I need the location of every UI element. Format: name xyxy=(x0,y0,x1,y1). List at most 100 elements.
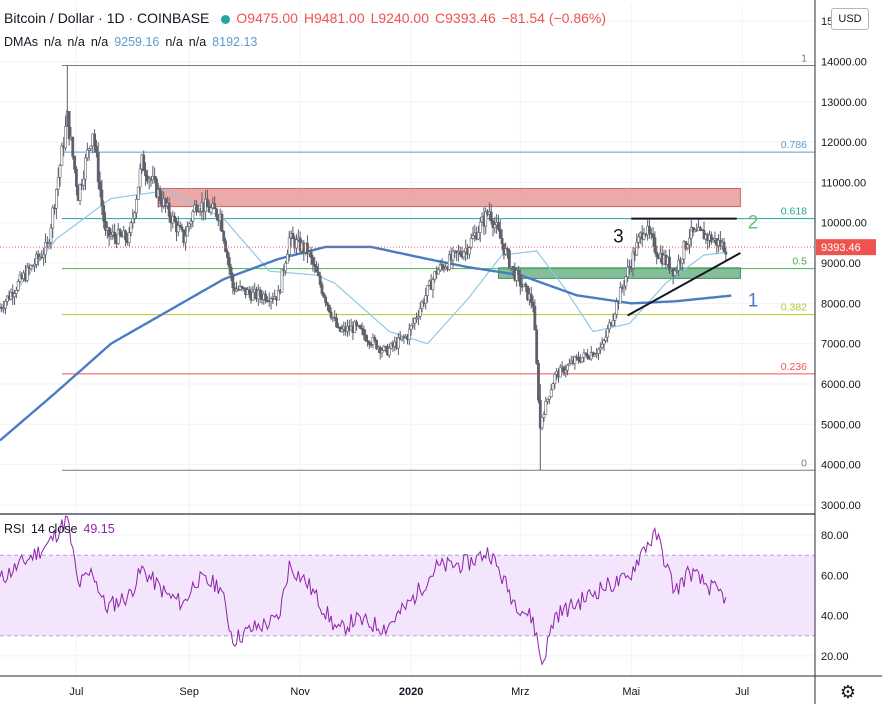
candle-up xyxy=(564,369,568,374)
currency-button[interactable]: USD xyxy=(831,8,869,30)
candle-down xyxy=(291,232,295,240)
candle-down xyxy=(142,154,146,171)
candle-up xyxy=(382,345,386,351)
trendline-drawings[interactable]: 1 2 3 xyxy=(613,213,759,317)
rsi-tick-label: 20.00 xyxy=(821,651,849,663)
rsi-label: RSI xyxy=(4,522,25,536)
candle-down xyxy=(271,298,275,300)
candle-down xyxy=(102,205,106,222)
candle-down xyxy=(369,344,373,346)
gear-icon[interactable]: ⚙ xyxy=(839,682,857,702)
candle-up xyxy=(34,253,38,265)
candlestick-series xyxy=(0,65,728,471)
candle-up xyxy=(198,210,202,213)
candle-up xyxy=(47,242,51,244)
candle-up xyxy=(686,244,690,249)
candle-down xyxy=(100,189,104,206)
candle-down xyxy=(222,231,226,242)
candle-up xyxy=(544,400,548,415)
candle-down xyxy=(144,170,147,177)
time-tick-label: 2020 xyxy=(399,686,423,698)
rsi-legend[interactable]: RSI 14 close 49.15 xyxy=(4,522,121,536)
candle-down xyxy=(315,266,318,273)
candle-up xyxy=(431,279,435,291)
candle-down xyxy=(537,363,540,401)
candle-down xyxy=(73,156,76,170)
symbol-title[interactable]: Bitcoin / Dollar · 1D · COINBASE xyxy=(4,10,210,26)
candle-up xyxy=(677,259,680,271)
dma-legend[interactable]: DMAs n/a n/a n/a 9259.16 n/a n/a 8192.13 xyxy=(4,35,263,49)
candle-up xyxy=(13,293,16,298)
candle-up xyxy=(637,236,640,243)
candle-up xyxy=(176,225,180,233)
candle-up xyxy=(462,251,466,258)
candle-up xyxy=(618,287,622,304)
candle-up xyxy=(340,328,344,332)
ohlc-close: C9393.46 xyxy=(435,10,496,26)
candle-down xyxy=(220,213,224,232)
candle-up xyxy=(25,266,29,281)
annotation-label: 2 xyxy=(748,213,759,234)
candle-up xyxy=(642,233,646,240)
market-status-icon xyxy=(221,14,231,24)
candle-up xyxy=(58,165,62,178)
candle-down xyxy=(498,228,502,239)
candle-down xyxy=(458,251,462,256)
candle-up xyxy=(673,270,677,276)
candle-down xyxy=(668,256,671,271)
ohlc-change: −81.54 (−0.86%) xyxy=(501,10,607,26)
dma-na-3: n/a xyxy=(90,35,109,49)
candle-down xyxy=(355,321,358,326)
candle-down xyxy=(318,275,322,285)
candle-up xyxy=(84,157,87,180)
candle-down xyxy=(313,263,317,267)
candle-up xyxy=(295,239,298,249)
symbol-header: Bitcoin / Dollar · 1D · COINBASE O9475.00… xyxy=(4,10,612,26)
candle-down xyxy=(524,283,528,287)
candle-down xyxy=(178,225,182,228)
moving-averages xyxy=(0,189,732,442)
candle-down xyxy=(691,227,695,233)
candle-up xyxy=(542,414,546,418)
candle-down xyxy=(327,304,331,313)
candle-up xyxy=(604,336,608,341)
candle-up xyxy=(415,317,418,320)
candle-down xyxy=(96,152,100,182)
dma-na-1: n/a xyxy=(44,35,62,49)
candle-up xyxy=(469,238,473,248)
candle-up xyxy=(424,295,428,304)
candle-up xyxy=(380,350,384,354)
candle-up xyxy=(451,250,455,261)
candle-down xyxy=(375,339,378,350)
trendline xyxy=(627,252,741,317)
candle-up xyxy=(54,188,58,209)
candle-down xyxy=(306,242,309,254)
price-tick-label: 14000.00 xyxy=(821,56,867,68)
fib-level-label: 0.382 xyxy=(781,302,807,314)
last-price-label: 9393.46 xyxy=(821,242,861,254)
price-tick-label: 9000.00 xyxy=(821,258,861,270)
candle-down xyxy=(362,328,366,336)
candle-up xyxy=(558,366,562,378)
candle-down xyxy=(113,231,117,238)
candle-down xyxy=(155,178,158,198)
candle-up xyxy=(44,241,47,256)
candle-up xyxy=(284,262,288,272)
price-tick-label: 13000.00 xyxy=(821,97,867,109)
candle-up xyxy=(689,227,693,239)
candle-down xyxy=(322,293,326,298)
candle-down xyxy=(500,238,504,245)
fib-level-label: 1 xyxy=(801,52,807,64)
candle-down xyxy=(173,215,177,222)
candle-up xyxy=(595,353,599,355)
candle-down xyxy=(95,145,98,153)
candle-up xyxy=(14,290,18,294)
candle-down xyxy=(653,237,657,253)
candle-down xyxy=(164,198,167,207)
dma-value-slow: 8192.13 xyxy=(212,35,258,49)
candle-up xyxy=(89,145,93,150)
candle-down xyxy=(360,328,364,330)
candle-up xyxy=(276,290,280,301)
price-zones xyxy=(157,187,741,279)
